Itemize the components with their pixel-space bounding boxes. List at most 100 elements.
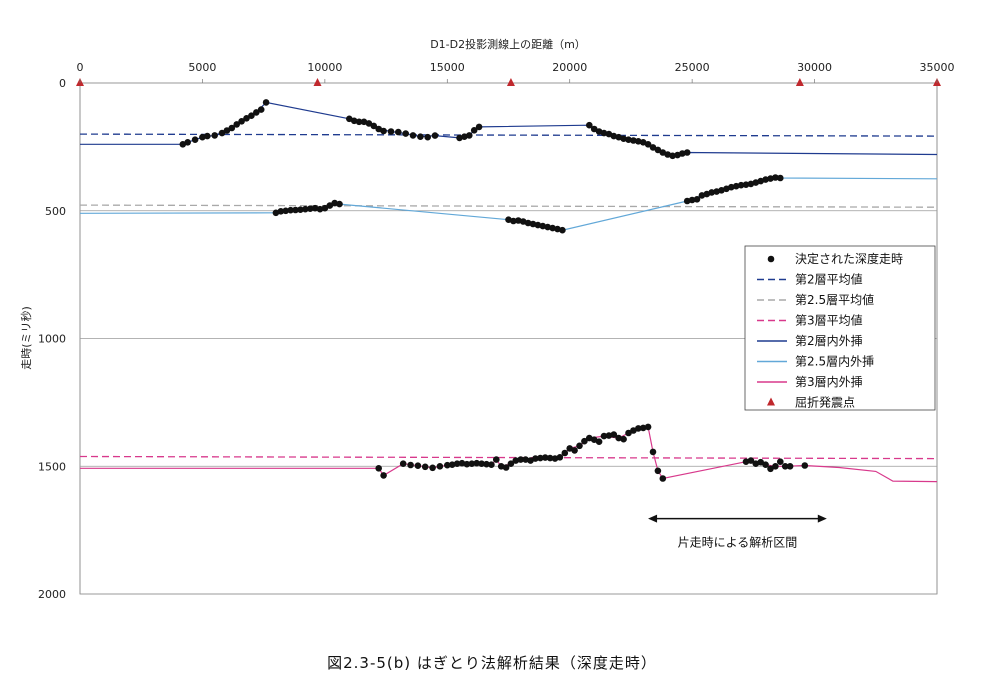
annotation-label: 片走時による解析区間 <box>678 536 798 550</box>
depth-time-point <box>512 457 520 464</box>
series-layer <box>76 78 941 483</box>
x-tick-label: 25000 <box>675 61 710 74</box>
depth-time-point <box>630 137 637 144</box>
depth-time-point <box>683 197 691 205</box>
depth-time-point <box>399 460 407 468</box>
depth-time-point <box>306 205 314 212</box>
depth-time-point <box>468 460 476 468</box>
depth-time-point <box>228 124 236 132</box>
depth-time-point <box>728 183 735 191</box>
depth-time-point <box>781 463 789 470</box>
depth-time-point <box>370 122 378 130</box>
depth-time-point <box>365 120 373 127</box>
depth-time-point <box>610 431 618 438</box>
depth-time-point <box>507 460 515 468</box>
depth-time-point <box>801 462 809 469</box>
depth-time-point <box>211 132 218 139</box>
depth-time-point <box>679 150 686 157</box>
depth-time-point <box>287 206 294 214</box>
shot-point-marker <box>506 78 515 86</box>
x-axis-title: D1-D2投影測線上の距離（m） <box>430 37 586 51</box>
depth-time-point <box>458 459 466 467</box>
depth-time-point <box>644 423 652 431</box>
depth-time-point <box>534 221 542 229</box>
depth-time-point <box>732 182 740 190</box>
depth-time-point <box>654 146 662 154</box>
depth-time-point <box>595 438 603 446</box>
y-tick-label: 500 <box>45 205 66 218</box>
depth-time-point <box>233 121 240 128</box>
depth-time-point <box>524 219 532 227</box>
depth-time-point <box>561 449 569 457</box>
depth-time-point <box>238 118 245 125</box>
legend-label: 第2.5層内外挿 <box>795 355 874 369</box>
depth-time-point <box>777 458 784 466</box>
depth-time-point <box>262 99 270 106</box>
y-tick-label: 1500 <box>38 460 66 473</box>
depth-time-point <box>620 135 627 142</box>
average-line-3 <box>79 455 938 460</box>
depth-time-point <box>448 461 456 469</box>
depth-time-point <box>395 128 402 136</box>
y-tick-label: 1000 <box>38 333 66 346</box>
depth-time-point <box>669 152 676 160</box>
depth-time-point <box>488 461 495 469</box>
x-tick-label: 10000 <box>307 61 342 74</box>
depth-time-point <box>336 200 343 208</box>
depth-time-point <box>747 457 755 464</box>
depth-time-point <box>772 174 779 181</box>
depth-time-point <box>762 461 769 469</box>
depth-time-point <box>417 133 424 140</box>
legend-swatch-points <box>767 255 775 263</box>
depth-time-point <box>539 222 547 230</box>
depth-time-point <box>786 463 794 470</box>
depth-time-point <box>600 129 608 137</box>
average-line-2 <box>79 204 938 208</box>
depth-time-point <box>600 432 608 440</box>
depth-time-point <box>466 132 473 139</box>
depth-time-point <box>311 204 319 212</box>
figure-caption: 図2.3-5(b) はぎとり法解析結果（深度走時） <box>327 654 657 672</box>
depth-time-point <box>292 206 299 214</box>
depth-time-point <box>649 144 657 151</box>
depth-time-point <box>644 141 652 148</box>
annotation-arrow-head-left <box>648 514 658 523</box>
depth-time-point <box>708 189 715 196</box>
depth-time-point <box>649 448 657 456</box>
depth-time-point <box>683 149 691 156</box>
depth-time-point <box>532 455 539 462</box>
x-tick-label: 20000 <box>552 61 587 74</box>
legend-label: 第2層内外挿 <box>795 334 863 348</box>
y-tick-label: 2000 <box>38 588 66 601</box>
depth-time-point <box>387 128 395 135</box>
depth-time-point <box>473 459 481 467</box>
depth-time-point <box>483 460 490 468</box>
depth-time-point <box>757 458 764 466</box>
depth-time-point <box>453 460 461 468</box>
depth-time-point <box>625 429 632 437</box>
depth-time-point <box>590 125 598 133</box>
depth-time-point <box>537 454 544 462</box>
depth-time-point <box>549 224 556 232</box>
depth-time-point <box>777 174 784 182</box>
depth-time-point <box>625 136 632 143</box>
depth-time-point <box>277 208 285 215</box>
depth-time-point <box>302 205 309 213</box>
depth-time-point <box>429 464 436 472</box>
legend: 決定された深度走時第2層平均値第2.5層平均値第3層平均値第2層内外挿第2.5層… <box>744 245 936 411</box>
depth-time-point <box>544 223 551 231</box>
shot-point-marker <box>313 78 322 86</box>
depth-time-point <box>414 462 422 470</box>
depth-time-point <box>688 196 696 204</box>
depth-time-point <box>576 442 583 450</box>
depth-time-point <box>742 181 750 188</box>
depth-time-point <box>470 127 478 134</box>
depth-time-point <box>402 130 410 137</box>
depth-time-point <box>639 424 647 432</box>
depth-time-point <box>248 112 255 119</box>
depth-time-point <box>659 475 667 482</box>
depth-time-point <box>541 454 549 461</box>
